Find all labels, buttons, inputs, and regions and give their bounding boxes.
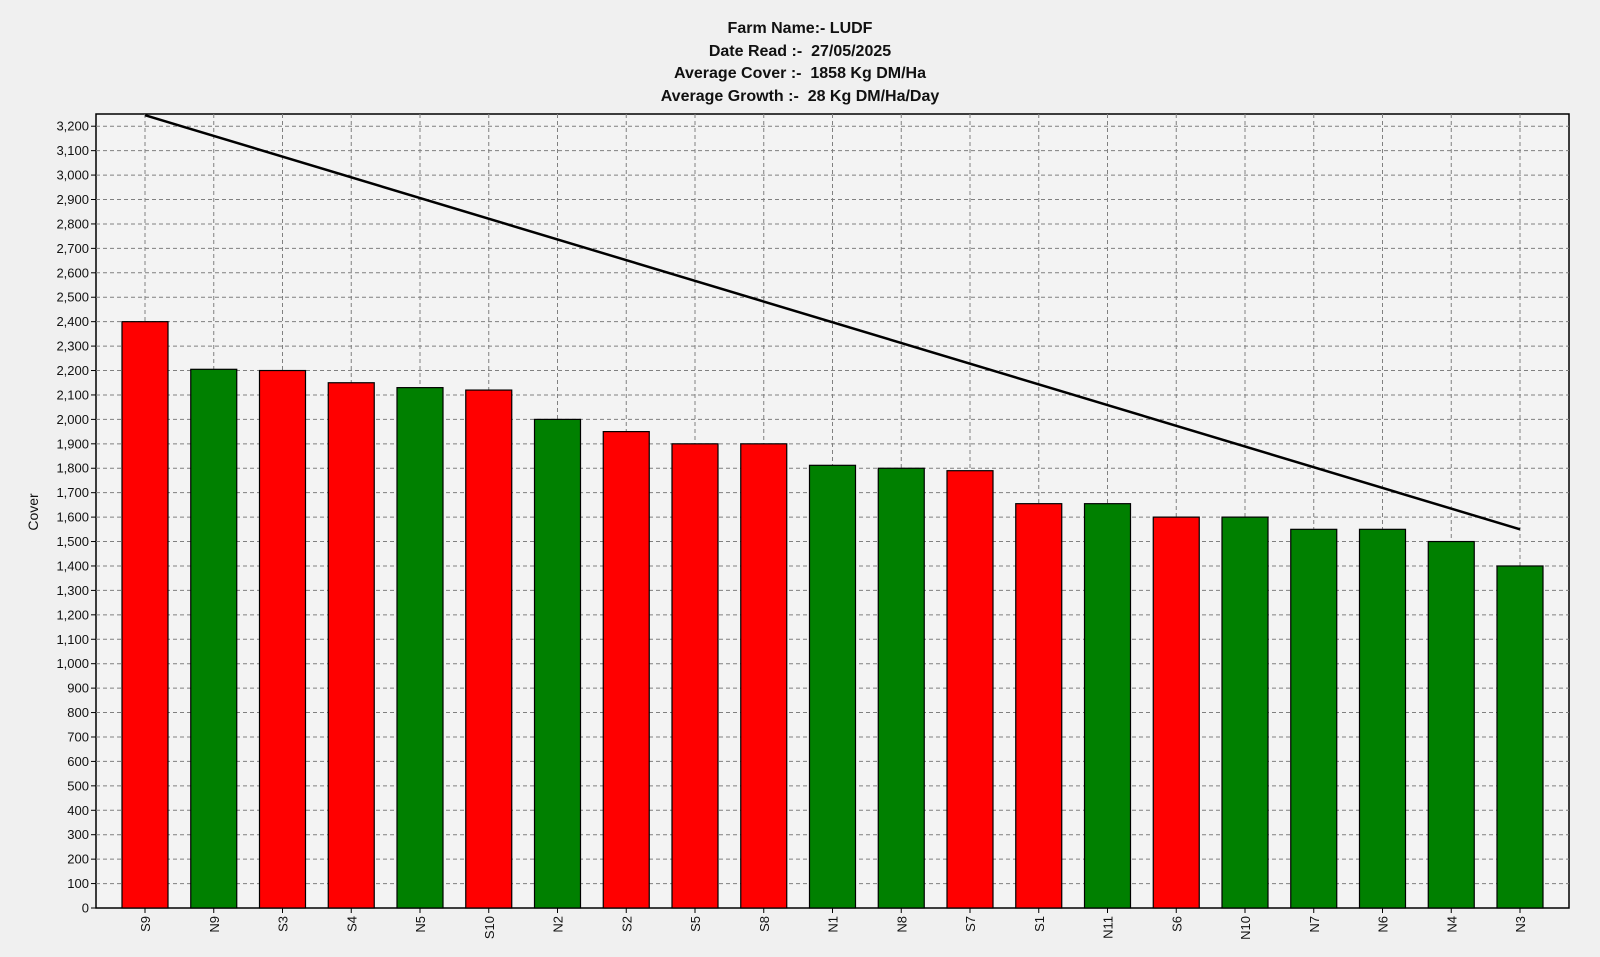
target-line [144,114,1521,531]
x-tick-label: S8 [757,916,772,932]
y-tick-label: 3,200 [56,119,89,134]
y-tick-label: 1,100 [56,632,89,647]
x-tick-label: N11 [1101,916,1116,939]
bar-s7 [946,470,994,909]
bar-n5 [396,387,444,909]
x-axis-ticks: S9 N9 S3 S4 N5 S10 N2 S2 S5 S8 N1 N8 S7 S1 N11 S6 N10 N7 N… [138,908,1528,940]
bar-s1 [1015,503,1063,909]
y-tick-label: 2,500 [56,290,89,305]
x-tick-label: N9 [207,916,222,933]
title-average-growth: Average Growth :- 28 Kg DM/Ha/Day [660,87,940,105]
bar-n4 [1427,540,1475,909]
y-tick-label: 0 [82,901,89,916]
y-tick-label: 1,600 [56,510,89,525]
x-tick-label: N10 [1238,916,1253,940]
y-tick-label: 1,900 [56,436,89,451]
x-tick-label: S6 [1169,916,1184,932]
bar-n7 [1290,528,1338,909]
bar-n10 [1221,516,1269,909]
bar-n6 [1358,528,1407,909]
x-tick-label: S10 [482,916,497,939]
x-tick-label: S1 [1032,916,1047,932]
bar-n9 [190,368,238,909]
x-tick-label: S2 [619,916,634,932]
bar-s9 [121,321,169,909]
title-date-read: Date Read :- 27/05/2025 [708,42,892,60]
bar-s2 [602,431,650,909]
bars [121,321,1544,909]
bar-n1 [808,464,857,909]
x-tick-label: S7 [963,916,978,932]
title-average-cover: Average Cover :- 1858 Kg DM/Ha [674,65,926,82]
x-tick-label: S4 [344,916,359,932]
x-tick-label: N6 [1376,916,1391,933]
x-tick-label: S3 [276,916,291,932]
y-tick-label: 300 [67,827,89,842]
y-tick-label: 2,300 [56,339,89,354]
y-tick-label: 3,000 [56,168,89,183]
y-tick-label: 2,000 [56,412,89,427]
y-tick-label: 500 [67,778,89,793]
y-tick-label: 400 [67,803,89,818]
y-axis-ticks: 0 100 200 300 400 500 600 700 800 900 1,000 1,100 1,… [56,119,96,916]
x-tick-label: N5 [413,916,428,933]
bar-s8 [740,443,788,909]
target-line-group [144,114,1521,531]
y-tick-label: 1,700 [56,485,89,500]
y-tick-label: 1,200 [56,607,89,622]
x-tick-label: N7 [1307,916,1322,933]
x-tick-label: N2 [551,916,566,933]
x-tick-label: S5 [688,916,703,932]
y-tick-label: 700 [67,729,89,744]
y-tick-label: 2,900 [56,192,89,207]
y-tick-label: 600 [67,754,89,769]
x-tick-label: N1 [826,916,841,933]
y-tick-label: 900 [67,681,89,696]
bar-s10 [465,389,513,909]
bar-n3 [1496,565,1544,909]
y-tick-label: 1,500 [56,534,89,549]
y-axis-label: Cover [25,493,41,531]
bar-n8 [877,467,925,909]
y-tick-label: 1,800 [56,461,89,476]
bar-s6 [1152,516,1200,909]
y-tick-label: 2,400 [56,314,89,329]
y-tick-label: 2,200 [56,363,89,378]
y-tick-label: 2,600 [56,265,89,280]
y-tick-label: 200 [67,852,89,867]
y-tick-label: 800 [67,705,89,720]
x-tick-label: N3 [1513,916,1528,933]
y-tick-label: 3,100 [56,143,89,158]
x-tick-label: N4 [1444,916,1459,933]
y-tick-label: 1,000 [56,656,89,671]
y-tick-label: 1,300 [56,583,89,598]
x-tick-label: S9 [138,916,153,932]
bar-s3 [258,369,307,909]
y-tick-label: 2,800 [56,216,89,231]
y-tick-label: 1,400 [56,558,89,573]
bar-s5 [671,443,719,909]
y-tick-label: 2,100 [56,387,89,402]
chart-title: Farm Name:- LUDF Date Read :- 27/05/2025… [0,18,1600,108]
bar-n2 [533,418,582,909]
title-farm-name: Farm Name:- LUDF [727,20,873,37]
bar-s4 [327,382,375,909]
x-tick-label: N8 [894,916,909,933]
y-tick-label: 2,700 [56,241,89,256]
bar-n11 [1083,503,1132,909]
y-tick-label: 100 [67,876,89,891]
